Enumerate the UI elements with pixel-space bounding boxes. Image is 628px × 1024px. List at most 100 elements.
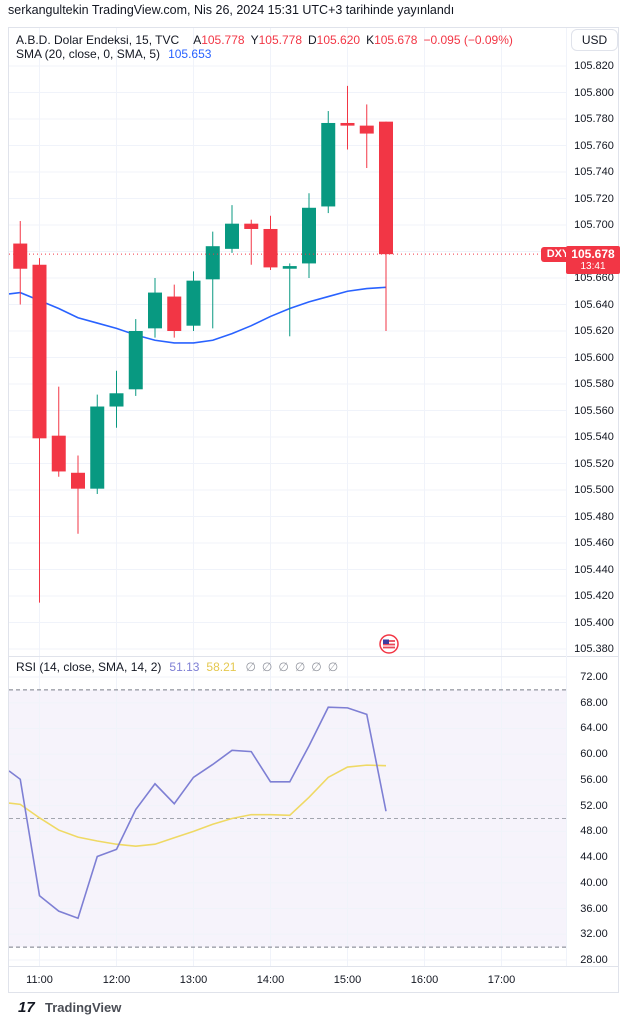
rsi-axis-label: 44.00 — [580, 851, 608, 864]
symbol-legend: A.B.D. Dolar Endeksi, 15, TVC A105.778 Y10… — [16, 33, 513, 47]
tradingview-logo[interactable]: 17 TradingView — [18, 999, 121, 1015]
ohlc-label: A — [193, 33, 202, 47]
rsi-axis-label: 72.00 — [580, 671, 608, 683]
rsi-value: 51.13 — [169, 660, 200, 674]
symbol-title[interactable]: A.B.D. Dolar Endeksi, 15, TVC — [16, 33, 180, 47]
candle-body — [359, 125, 374, 134]
ohlc-value: 105.678 — [374, 33, 418, 47]
rsi-axis-label: 52.00 — [580, 799, 608, 812]
current-price-badge[interactable]: 105.678 13:41 — [566, 246, 620, 275]
ohlc-values: A105.778 Y105.778 D105.620 K105.678 — [187, 33, 417, 47]
candle-body — [225, 223, 239, 249]
price-axis-label: 105.640 — [574, 298, 614, 311]
candle-body — [128, 331, 143, 390]
price-axis-label: 105.580 — [574, 378, 614, 390]
candle-body — [302, 207, 316, 264]
price-axis-label: 105.420 — [574, 590, 614, 602]
price-axis-label: 105.500 — [574, 484, 614, 496]
candle-body — [32, 264, 47, 439]
price-axis-label: 105.380 — [574, 643, 614, 655]
rsi-axis-label: 36.00 — [580, 902, 608, 915]
time-axis-label: 11:00 — [26, 974, 53, 986]
rsi-legend: RSI (14, close, SMA, 14, 2) 51.13 58.21 ∅ ∅ ∅… — [16, 660, 344, 674]
time-axis-label: 16:00 — [410, 974, 439, 986]
price-axis-label: 105.400 — [574, 616, 614, 629]
sma-legend: SMA (20, close, 0, SMA, 5) 105.653 — [16, 47, 211, 61]
candle-body — [51, 435, 66, 472]
candle-body — [186, 280, 201, 326]
ohlc-label: K — [366, 33, 375, 47]
rsi-line — [9, 706, 387, 920]
time-axis-label: 13:00 — [179, 974, 208, 986]
price-axis-label: 105.780 — [574, 113, 614, 125]
price-axis-label: 105.700 — [574, 219, 614, 231]
rsi-axis-label: 56.00 — [580, 773, 608, 786]
ohlc-value: 105.620 — [316, 33, 361, 47]
tradingview-logo-text: TradingView — [45, 999, 122, 1015]
empty-value-icon: ∅ — [327, 660, 339, 674]
price-axis-label: 105.560 — [574, 404, 614, 417]
tradingview-logo-icon: 17 — [18, 999, 35, 1015]
price-axis-label: 105.460 — [574, 537, 614, 549]
ohlc-value: 105.778 — [201, 33, 245, 47]
candle-body — [244, 223, 259, 229]
ohlc-label: D — [308, 33, 317, 47]
sma-legend-title[interactable]: SMA (20, close, 0, SMA, 5) — [16, 47, 161, 61]
candle-body — [263, 228, 278, 268]
candle-body — [90, 406, 105, 489]
sma-line — [9, 286, 387, 344]
rsi-legend-title[interactable]: RSI (14, close, SMA, 14, 2) — [16, 660, 162, 674]
price-axis-label: 105.620 — [574, 325, 614, 337]
rsi-axis-label: 68.00 — [580, 696, 608, 709]
bar-countdown: 13:41 — [580, 261, 606, 273]
price-axis-label: 105.600 — [574, 351, 614, 364]
rsi-empty-values: ∅ ∅ ∅ ∅ ∅ ∅ — [245, 660, 344, 674]
empty-value-icon: ∅ — [245, 660, 256, 674]
us-flag-icon[interactable] — [379, 634, 399, 654]
pane-separator[interactable] — [9, 656, 618, 657]
change-value: −0.095 (−0.09%) — [423, 33, 513, 47]
rsi-axis-label: 32.00 — [580, 928, 608, 941]
time-axis-label: 17:00 — [487, 974, 516, 986]
time-axis-label: 12:00 — [102, 974, 131, 986]
price-chart[interactable] — [9, 28, 566, 656]
candle-body — [379, 121, 393, 255]
price-axis-label: 105.740 — [574, 166, 614, 178]
empty-value-icon: ∅ — [261, 660, 273, 674]
price-axis-border — [566, 28, 567, 966]
time-axis-label: 15:00 — [333, 974, 362, 986]
candle-body — [109, 393, 124, 407]
rsi-chart[interactable] — [9, 656, 566, 966]
price-axis-label: 105.520 — [574, 457, 614, 470]
attribution-text: serkangultekin TradingView.com, Nis 26, … — [8, 3, 455, 17]
candle-body — [340, 122, 355, 126]
price-axis-label: 105.760 — [574, 139, 614, 152]
rsi-axis-label: 60.00 — [580, 748, 608, 761]
rsi-axis-label: 40.00 — [580, 876, 608, 889]
empty-value-icon: ∅ — [294, 660, 306, 674]
rsi-axis-label: 28.00 — [580, 954, 608, 966]
svg-text:17: 17 — [18, 999, 35, 1015]
price-axis-label: 105.660 — [574, 272, 614, 284]
price-axis-label: 105.800 — [574, 86, 614, 99]
candle-body — [205, 246, 220, 280]
ohlc-value: 105.778 — [258, 33, 302, 47]
rsi-ma-value: 58.21 — [206, 660, 237, 674]
time-axis-label: 14:00 — [256, 974, 285, 986]
price-axis-label: 105.480 — [574, 510, 614, 523]
currency-button[interactable]: USD — [571, 29, 618, 51]
chart-card: A.B.D. Dolar Endeksi, 15, TVC A105.778 Y10… — [8, 27, 620, 993]
candle-body — [167, 296, 182, 331]
rsi-axis-label: 64.00 — [580, 722, 608, 735]
price-axis-label: 105.820 — [574, 60, 614, 72]
rsi-ma-line — [9, 764, 387, 847]
price-axis-label: 105.440 — [574, 563, 614, 576]
candle-body — [148, 292, 162, 329]
current-price: 105.678 — [571, 247, 615, 262]
price-axis-label: 105.720 — [574, 192, 614, 205]
candle-body — [321, 122, 336, 207]
time-axis-separator — [9, 966, 618, 967]
candle-body — [282, 266, 297, 269]
rsi-axis-label: 48.00 — [580, 825, 608, 838]
